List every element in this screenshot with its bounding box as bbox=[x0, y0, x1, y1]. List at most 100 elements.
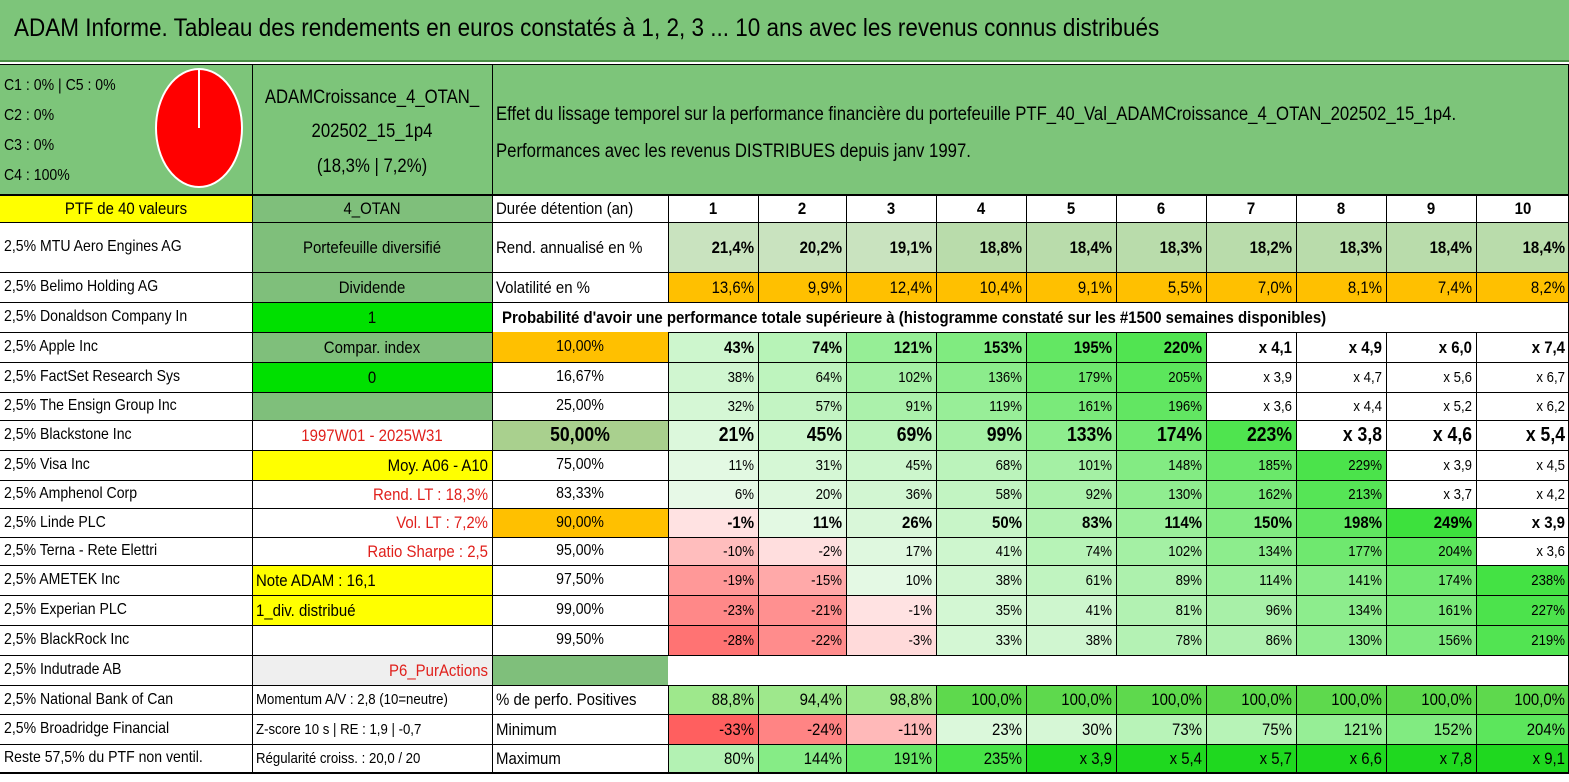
volatility-fill bbox=[1476, 272, 1569, 302]
probability-value: x 4,1 bbox=[1258, 337, 1292, 357]
info-cell-fill bbox=[252, 392, 492, 420]
info-cell: 1 bbox=[367, 307, 377, 327]
grid-line bbox=[0, 302, 1569, 303]
positive-value: 100,0% bbox=[1421, 690, 1472, 709]
probability-value: x 5,6 bbox=[1443, 368, 1472, 386]
info-cell: Moy. A06 - A10 bbox=[387, 455, 488, 475]
year-header: 2 bbox=[797, 198, 807, 218]
probability-value: x 3,8 bbox=[1342, 424, 1382, 446]
probability-value: 134% bbox=[1258, 542, 1292, 560]
probability-value-fill bbox=[758, 595, 846, 625]
grid-line bbox=[1296, 685, 1297, 772]
probability-value: x 5,4 bbox=[1525, 424, 1565, 446]
info-cell: Z-score 10 s | RE : 1,9 | -0,7 bbox=[256, 720, 422, 738]
minimum-fill bbox=[1116, 714, 1206, 744]
probability-value-fill bbox=[846, 565, 936, 595]
volatility-fill bbox=[668, 272, 758, 302]
positive-value: 100,0% bbox=[1514, 690, 1565, 709]
volatility-fill bbox=[758, 272, 846, 302]
positive-fill bbox=[1296, 685, 1386, 714]
year-header: 9 bbox=[1426, 198, 1436, 218]
grid-line bbox=[758, 194, 759, 302]
probability-value-fill bbox=[668, 480, 758, 508]
holding-name: 2,5% National Bank of Can bbox=[4, 690, 174, 708]
grid-line bbox=[1116, 685, 1117, 772]
probability-value: 130% bbox=[1168, 485, 1202, 503]
holding-name: 2,5% Apple Inc bbox=[4, 338, 98, 355]
probability-value: -10% bbox=[723, 542, 754, 560]
probability-value-fill bbox=[758, 480, 846, 508]
probability-value-fill bbox=[1116, 595, 1206, 625]
probability-value: 205% bbox=[1168, 368, 1202, 386]
probability-value: 229% bbox=[1348, 456, 1382, 474]
maximum-fill bbox=[846, 744, 936, 772]
info-cell-fill bbox=[252, 450, 492, 480]
probability-title: Probabilité d'avoir une performance tota… bbox=[502, 307, 1327, 327]
probability-value: x 3,6 bbox=[1263, 397, 1292, 415]
grid-line bbox=[0, 194, 1569, 196]
annualized-value: 19,1% bbox=[889, 237, 932, 257]
probability-value-fill bbox=[846, 332, 936, 362]
probability-value-fill bbox=[668, 508, 758, 537]
info-cell-fill bbox=[252, 302, 492, 332]
probability-value-fill bbox=[1476, 595, 1569, 625]
minimum-value: 121% bbox=[1343, 719, 1382, 739]
probability-value: 150% bbox=[1253, 513, 1292, 532]
volatility-fill bbox=[1296, 272, 1386, 302]
grid-line bbox=[668, 685, 1569, 686]
minimum-fill bbox=[1476, 714, 1569, 744]
title-bar: ADAM Informe. Tableau des rendements en … bbox=[0, 0, 1569, 62]
maximum-label: Maximum bbox=[496, 748, 561, 768]
grid-line bbox=[1386, 685, 1387, 772]
positive-value: 88,8% bbox=[711, 690, 754, 709]
probability-value: 21% bbox=[718, 424, 754, 446]
probability-value-fill bbox=[936, 565, 1026, 595]
grid-line bbox=[0, 332, 492, 333]
probability-value: 68% bbox=[995, 456, 1022, 474]
probability-value: 114% bbox=[1259, 571, 1292, 589]
probability-value: 141% bbox=[1348, 571, 1382, 589]
probability-value: 6% bbox=[734, 485, 754, 503]
probability-value: 161% bbox=[1438, 601, 1472, 619]
year-header: 8 bbox=[1336, 198, 1346, 218]
grid-line bbox=[1026, 332, 1027, 655]
probability-value: x 4,6 bbox=[1432, 424, 1472, 446]
spacer-fill bbox=[492, 655, 668, 685]
grid-line bbox=[1206, 685, 1207, 772]
annualized-fill bbox=[1476, 222, 1569, 272]
probability-value-fill bbox=[1386, 508, 1476, 537]
report-title: ADAM Informe. Tableau des rendements en … bbox=[14, 14, 1160, 42]
probability-value: 36% bbox=[905, 485, 932, 503]
info-cell-fill bbox=[252, 595, 492, 625]
maximum-value: x 9,1 bbox=[1532, 748, 1565, 768]
probability-value: x 4,7 bbox=[1353, 368, 1382, 386]
probability-value: 213% bbox=[1348, 485, 1382, 503]
probability-value-fill bbox=[1386, 595, 1476, 625]
probability-value-fill bbox=[936, 392, 1026, 420]
probability-value: 26% bbox=[902, 513, 932, 532]
maximum-fill bbox=[1296, 744, 1386, 772]
info-cell-fill bbox=[252, 655, 492, 685]
holding-name: 2,5% Experian PLC bbox=[4, 601, 127, 618]
holding-name: 2,5% Terna - Rete Elettri bbox=[4, 542, 158, 559]
probability-value: 86% bbox=[1265, 631, 1292, 649]
probability-value-fill bbox=[758, 508, 846, 537]
allocation-pie bbox=[155, 68, 243, 188]
positive-value: 100,0% bbox=[971, 690, 1022, 709]
probability-value: 174% bbox=[1438, 571, 1472, 589]
info-cell: 1997W01 - 2025W31 bbox=[301, 425, 443, 445]
holding-name: 2,5% FactSet Research Sys bbox=[4, 368, 181, 385]
holding-name: 2,5% The Ensign Group Inc bbox=[4, 397, 177, 414]
probability-value: 11% bbox=[728, 456, 754, 474]
grid-line bbox=[1206, 194, 1207, 302]
probability-value: 134% bbox=[1348, 601, 1382, 619]
probability-value-fill bbox=[758, 450, 846, 480]
holdings-header: PTF de 40 valeurs bbox=[64, 198, 188, 218]
grid-line bbox=[846, 194, 847, 302]
portfolio-name-line2: 202502_15_1p4 bbox=[311, 120, 433, 142]
minimum-fill bbox=[1296, 714, 1386, 744]
grid-line bbox=[0, 537, 1569, 538]
probability-value: 45% bbox=[905, 456, 932, 474]
info-cell: Vol. LT : 7,2% bbox=[396, 513, 488, 532]
minimum-value: 204% bbox=[1526, 719, 1565, 739]
